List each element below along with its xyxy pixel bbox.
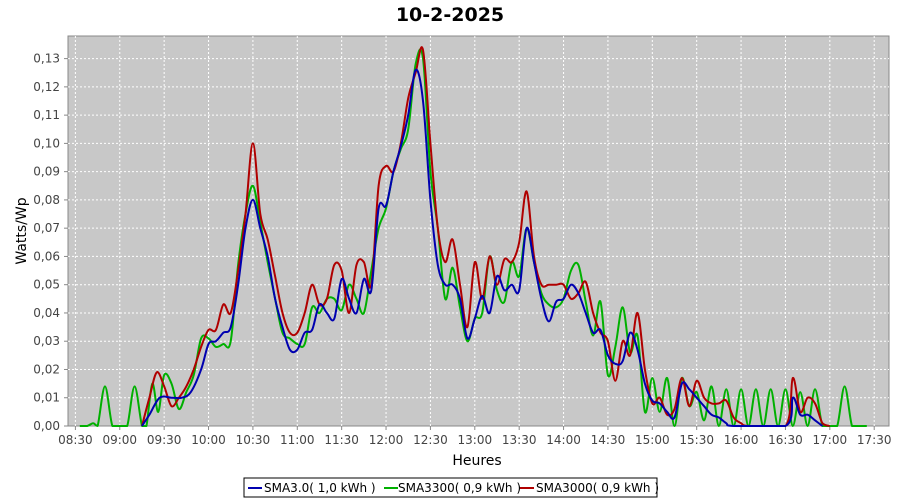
x-tick-label: 13:30 (502, 433, 537, 447)
x-tick-label: 16:30 (768, 433, 803, 447)
series-lines (79, 46, 867, 427)
legend-box (243, 477, 658, 498)
series-line-1 (141, 68, 824, 427)
x-tick-label: 16:00 (724, 433, 759, 447)
y-tick-label: 0,04 (33, 306, 60, 320)
y-axis-label: Watts/Wp (14, 197, 30, 264)
x-tick-label: 12:30 (413, 433, 448, 447)
y-tick-label: 0,11 (33, 108, 60, 122)
x-tick-label: 15:00 (635, 433, 670, 447)
x-tick-label: 14:30 (591, 433, 626, 447)
y-tick-label: 0,12 (33, 80, 60, 94)
x-tick-label: 12:00 (369, 433, 404, 447)
x-tick-label: 10:00 (191, 433, 226, 447)
y-tick-label: 0,06 (33, 249, 60, 263)
x-axis-label: Heures (452, 453, 501, 469)
chart-title: 10-2-2025 (396, 4, 504, 26)
x-tick-label: 17:00 (813, 433, 848, 447)
x-tick-label: 08:30 (58, 433, 93, 447)
y-axis: 0,00 0,01 0,02 0,03 0,04 0,05 0,06 0,07 0,08 0,09… (33, 52, 68, 433)
y-tick-label: 0,01 (33, 391, 60, 405)
x-tick-label: 17:30 (857, 433, 892, 447)
grid (68, 36, 889, 426)
x-tick-label: 10:30 (236, 433, 271, 447)
y-tick-label: 0,09 (33, 165, 60, 179)
plot-area (67, 35, 890, 427)
y-tick-label: 0,07 (33, 221, 60, 235)
x-tick-label: 13:00 (458, 433, 493, 447)
y-tick-label: 0,02 (33, 362, 60, 376)
y-tick-label: 0,05 (33, 278, 60, 292)
y-tick-label: 0,08 (33, 193, 60, 207)
legend: SMA3.0( 1,0 kWh ) SMA3300( 0,9 kWh ) SMA30… (243, 477, 659, 498)
legend-label-2: SMA3300( 0,9 kWh ) (398, 481, 521, 495)
x-tick-label: 09:30 (147, 433, 182, 447)
legend-label-3: SMA3000( 0,9 kWh ) (536, 481, 659, 495)
x-tick-label: 11:00 (280, 433, 315, 447)
x-tick-label: 15:30 (679, 433, 714, 447)
y-tick-label: 0,00 (33, 419, 60, 433)
x-axis: 08:30 09:00 09:30 10:00 10:30 11:00 11:30 12:00… (58, 426, 892, 447)
x-tick-label: 09:00 (102, 433, 137, 447)
series-line-3 (141, 46, 831, 427)
x-tick-label: 11:30 (324, 433, 359, 447)
y-tick-label: 0,13 (33, 52, 60, 66)
y-tick-label: 0,10 (33, 136, 60, 150)
legend-label-1: SMA3.0( 1,0 kWh ) (264, 481, 376, 495)
x-tick-label: 14:00 (546, 433, 581, 447)
y-tick-label: 0,03 (33, 334, 60, 348)
